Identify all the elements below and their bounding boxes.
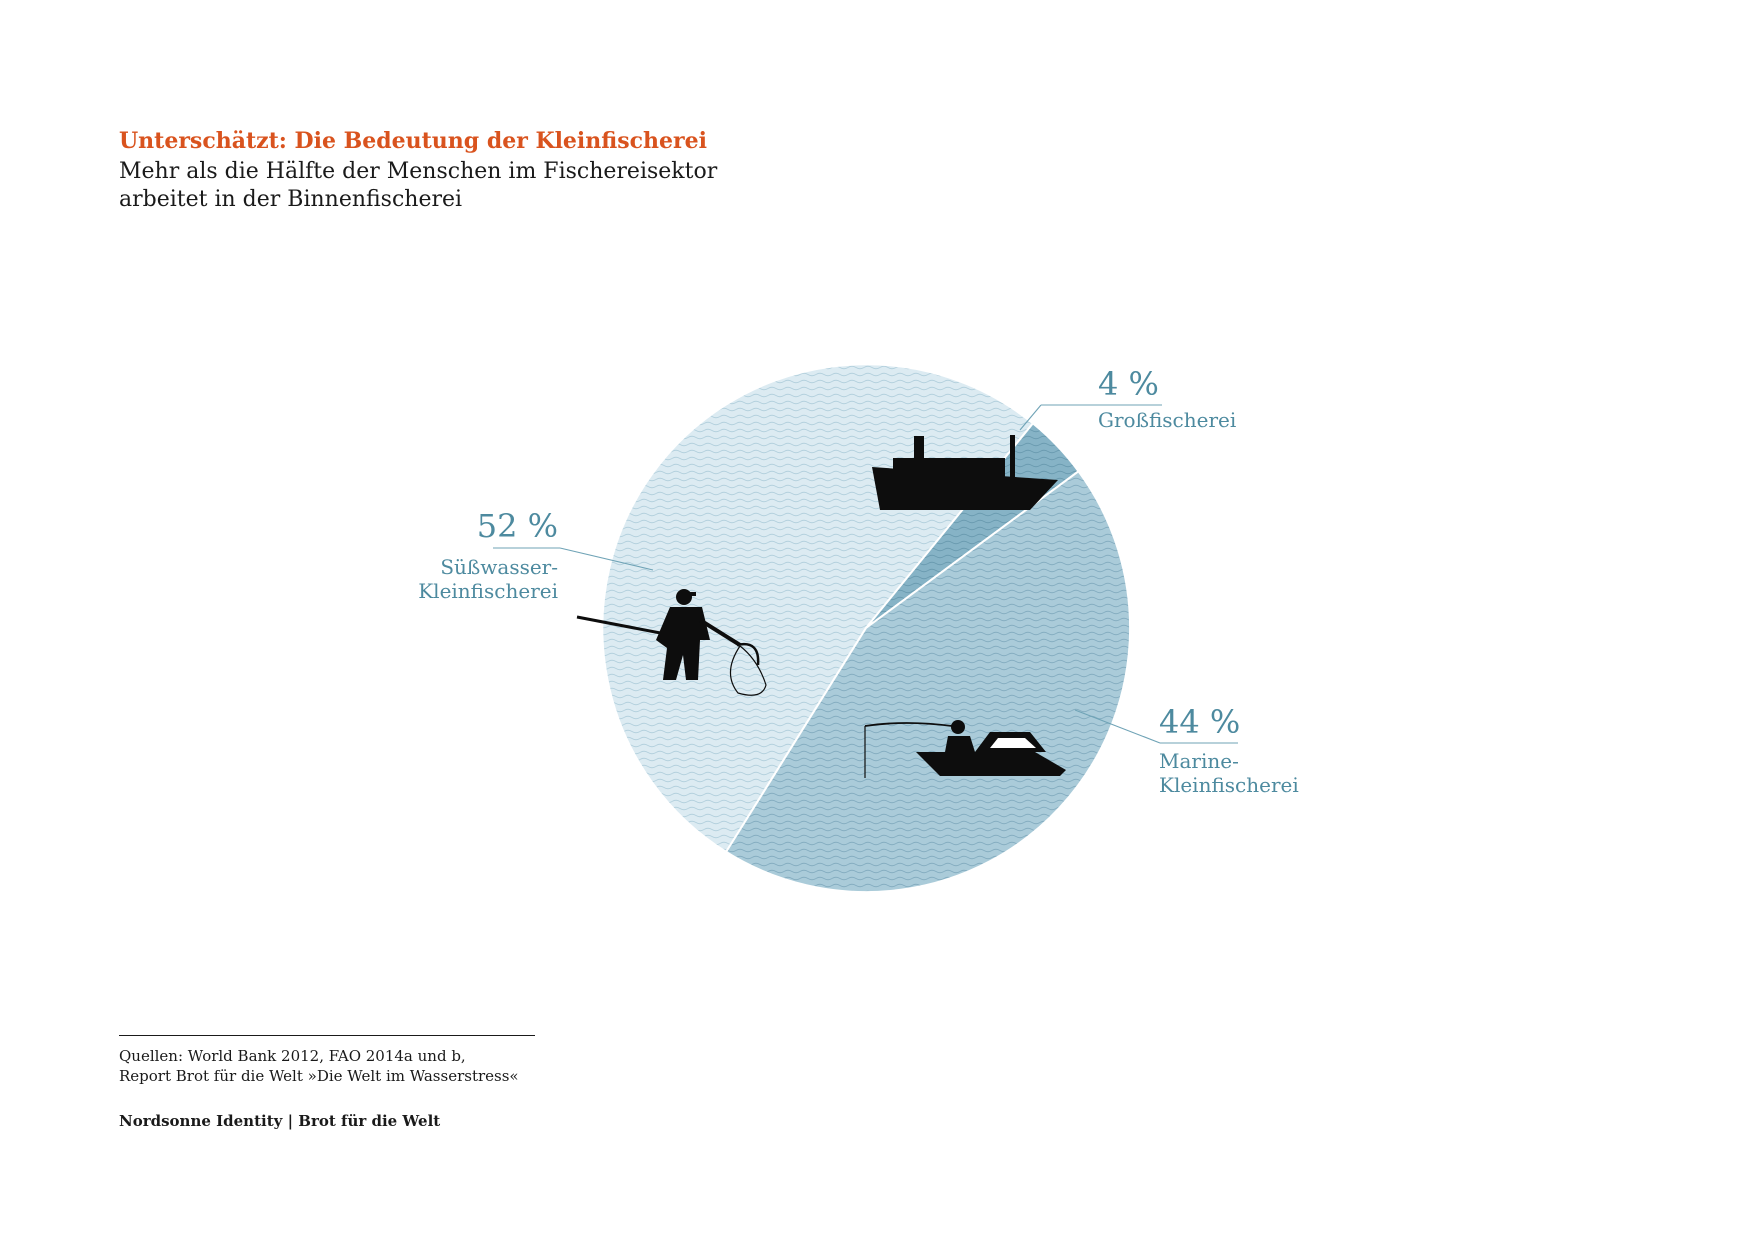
slice-label-marine-1: Marine- — [1159, 749, 1239, 773]
chart-title: Unterschätzt: Die Bedeutung der Kleinfis… — [119, 128, 707, 154]
slice-value-gross: 4 % — [1098, 365, 1159, 403]
ship-icon — [872, 435, 1058, 510]
sources-line-1: Quellen: World Bank 2012, FAO 2014a und … — [119, 1047, 466, 1065]
callout-gross — [1019, 404, 1162, 431]
slice-marine — [724, 469, 1132, 894]
callout-suesswasser — [493, 547, 654, 571]
sources-line-2: Report Brot für die Welt »Die Welt im Wa… — [119, 1067, 519, 1085]
subtitle-line-1: Mehr als die Hälfte der Menschen im Fisc… — [119, 159, 718, 184]
sources-note: Quellen: World Bank 2012, FAO 2014a und … — [119, 1046, 519, 1086]
slice-label-suesswasser-1: Süßwasser- — [440, 555, 558, 579]
footer-divider — [119, 1035, 535, 1036]
slice-label-suesswasser-2: Kleinfischerei — [418, 579, 558, 603]
slice-value-marine: 44 % — [1159, 703, 1240, 741]
chart-subtitle: Mehr als die Hälfte der Menschen im Fisc… — [119, 158, 759, 214]
subtitle-line-2: arbeitet in der Binnenfischerei — [119, 187, 463, 212]
motorboat-fisher-icon — [864, 720, 1066, 778]
slice-label-gross: Großfischerei — [1098, 408, 1236, 432]
credits: Nordsonne Identity | Brot für die Welt — [119, 1112, 441, 1130]
slice-label-marine-2: Kleinfischerei — [1159, 773, 1299, 797]
net-fisher-icon — [576, 589, 767, 696]
slice-value-suesswasser: 52 % — [477, 507, 558, 545]
callout-marine — [1074, 709, 1238, 744]
